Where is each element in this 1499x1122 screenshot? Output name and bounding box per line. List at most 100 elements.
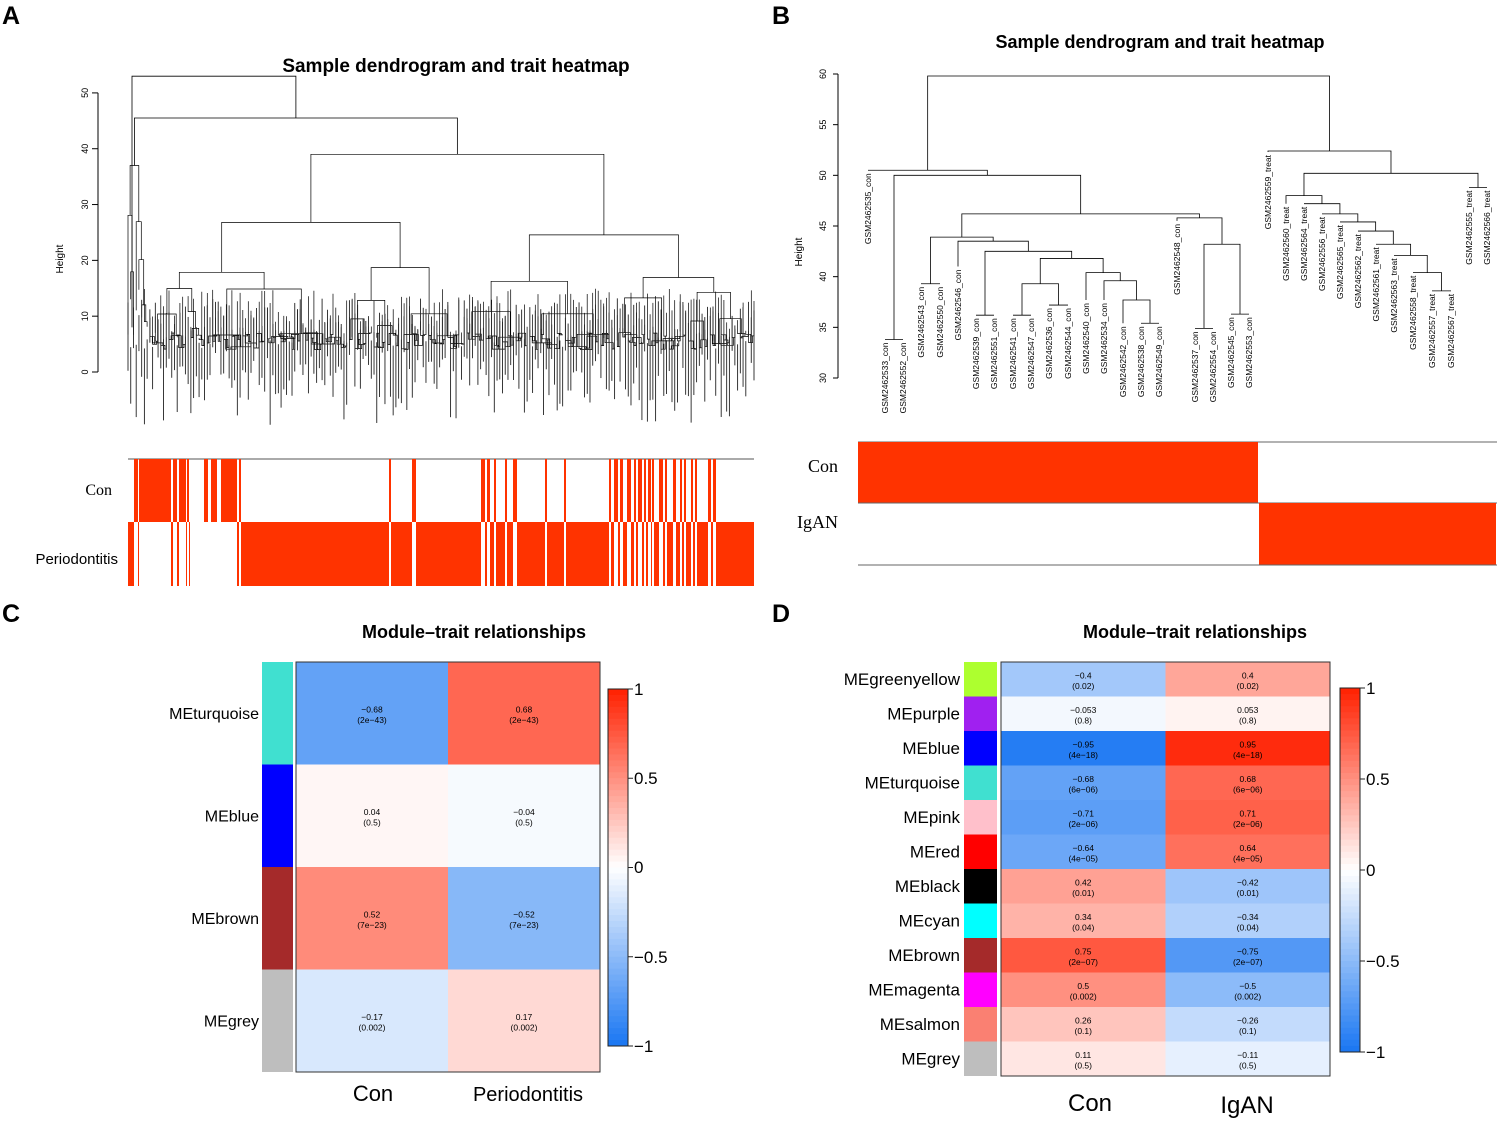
panel-b-leaf-label: GSM2462565_treat <box>1335 224 1345 299</box>
colorbar-segment <box>1340 942 1360 950</box>
panel-b-leaf-label: GSM2462561_treat <box>1371 247 1381 322</box>
panel-a-letter: A <box>2 2 20 30</box>
panel-b-ylabel: Height <box>794 237 805 266</box>
module-color-swatch <box>262 764 293 867</box>
panel-a-con-sample-bar <box>708 459 711 522</box>
panel-a-ytick-label: 30 <box>80 200 90 210</box>
panel-a-periodontitis-gap <box>239 522 241 586</box>
heatmap-cell <box>1165 1007 1330 1042</box>
panel-a-con-sample-bar <box>513 459 517 522</box>
colorbar-segment <box>1340 803 1360 810</box>
colorbar-segment <box>608 694 628 702</box>
panel-b-dendrogram-link <box>984 250 1073 316</box>
panel-a-periodontitis-gap <box>173 522 177 586</box>
cell-pvalue: (0.8) <box>1075 715 1093 725</box>
panel-b-leaf-label: GSM2462534_con <box>1099 303 1109 374</box>
panel-a-periodontitis-gap <box>638 522 642 586</box>
cell-pvalue: (2e−43) <box>509 715 539 725</box>
panel-b-title: Sample dendrogram and trait heatmap <box>995 32 1324 52</box>
colorbar-segment <box>1340 1003 1360 1011</box>
cell-correlation: −0.64 <box>1072 843 1094 853</box>
colorbar-segment <box>608 766 628 773</box>
module-color-swatch <box>262 969 293 1072</box>
panel-a-con-sample-bar <box>221 459 237 522</box>
panel-a-periodontitis-gap <box>564 522 566 586</box>
colorbar-segment <box>1340 827 1360 835</box>
cell-correlation: −0.68 <box>361 704 383 714</box>
module-color-swatch <box>964 1041 997 1076</box>
panel-a-periodontitis-gap <box>680 522 682 586</box>
panel-a-con-sample-bar <box>695 459 697 522</box>
panel-d-letter: D <box>772 600 790 628</box>
colorbar-segment <box>1340 839 1360 847</box>
colorbar-segment <box>608 861 628 868</box>
colorbar-segment <box>1340 991 1360 998</box>
module-label: MEgrey <box>204 1013 259 1030</box>
colorbar-segment <box>608 706 628 714</box>
panel-a-dendrogram-link <box>392 309 398 346</box>
panel-b-leaf-label: GSM2462549_con <box>1154 326 1164 397</box>
colorbar-segment <box>1340 863 1360 871</box>
colorbar-segment <box>608 921 628 928</box>
panel-a-periodontitis-gap <box>644 522 646 586</box>
panel-b-dendrogram-link <box>1376 243 1412 256</box>
panel-a-dendrogram-link <box>642 277 715 298</box>
panel-d-cbar-tick-1: 1 <box>1366 679 1375 698</box>
panel-a: A Sample dendrogram and trait heatmap 0 1… <box>2 2 755 586</box>
cell-correlation: 0.11 <box>1075 1050 1091 1060</box>
panel-b-ytick-label: 45 <box>818 221 828 231</box>
panel-a-con-sample-bar <box>173 459 177 522</box>
heatmap-cell <box>1165 731 1330 766</box>
panel-b-dendrogram-link <box>1267 150 1392 174</box>
colorbar-segment <box>1340 706 1360 713</box>
cell-correlation: 0.71 <box>1239 808 1256 818</box>
colorbar-segment <box>608 1004 628 1011</box>
panel-b-leaf-label: GSM2462546_con <box>953 269 963 340</box>
colorbar-segment <box>1340 973 1360 980</box>
colorbar-segment <box>608 819 628 827</box>
panel-b-leaf-label: GSM2462539_con <box>971 318 981 389</box>
colorbar-segment <box>1340 736 1360 744</box>
panel-c-column-periodontitis: Periodontitis <box>473 1084 583 1106</box>
panel-a-dendrogram-link <box>160 295 166 350</box>
panel-b-leaf-label: GSM2462538_con <box>1136 326 1146 397</box>
panel-a-con-sample-bar <box>139 459 171 522</box>
module-label: MEblue <box>205 808 259 825</box>
heatmap-cell <box>1001 938 1166 973</box>
colorbar-segment <box>608 956 628 964</box>
colorbar-segment <box>1340 694 1360 701</box>
panel-d-cbar-tick-neg-1: −1 <box>1366 1043 1385 1062</box>
panel-b-dendrogram-link <box>1394 254 1428 273</box>
panel-a-con-sample-bar <box>614 459 618 522</box>
panel-a-dendrogram-link <box>357 300 386 326</box>
panel-c-cbar-tick-neg-1: −1 <box>634 1037 653 1056</box>
colorbar-segment <box>608 992 628 999</box>
panel-a-trait-label-con: Con <box>85 482 112 499</box>
panel-a-ytick-label: 40 <box>80 144 90 154</box>
panel-a-dendrogram-link <box>302 323 308 341</box>
panel-b-ytick-label: 40 <box>818 272 828 282</box>
panel-a-con-sample-bar <box>648 459 651 522</box>
colorbar-segment <box>608 903 628 910</box>
colorbar-segment <box>1340 857 1360 865</box>
colorbar-segment <box>1340 930 1360 938</box>
panel-b-ytick-label: 30 <box>818 373 828 383</box>
heatmap-cell <box>1001 1007 1166 1042</box>
cell-correlation: −0.52 <box>513 909 535 919</box>
heatmap-cell <box>1001 696 1166 731</box>
panel-d: D Module–trait relationships MEgreenyell… <box>772 600 1400 1119</box>
cell-pvalue: (4e−05) <box>1068 853 1098 863</box>
panel-b-dendrogram-link <box>930 236 994 284</box>
panel-a-dendrogram-link <box>168 290 174 340</box>
colorbar-segment <box>608 1034 628 1041</box>
cell-pvalue: (2e−06) <box>1233 819 1263 829</box>
panel-b-leaf-label: GSM2462558_treat <box>1408 275 1418 350</box>
panel-a-con-sample-bar <box>680 459 682 522</box>
colorbar-segment <box>608 748 628 755</box>
panel-a-con-sample-bar <box>659 459 663 522</box>
colorbar-segment <box>1340 954 1360 962</box>
module-label: MEgrey <box>901 1050 960 1069</box>
colorbar-segment <box>1340 1039 1360 1047</box>
panel-a-periodontitis-gap <box>708 522 711 586</box>
panel-b-leaf-label: GSM2462542_con <box>1118 326 1128 397</box>
